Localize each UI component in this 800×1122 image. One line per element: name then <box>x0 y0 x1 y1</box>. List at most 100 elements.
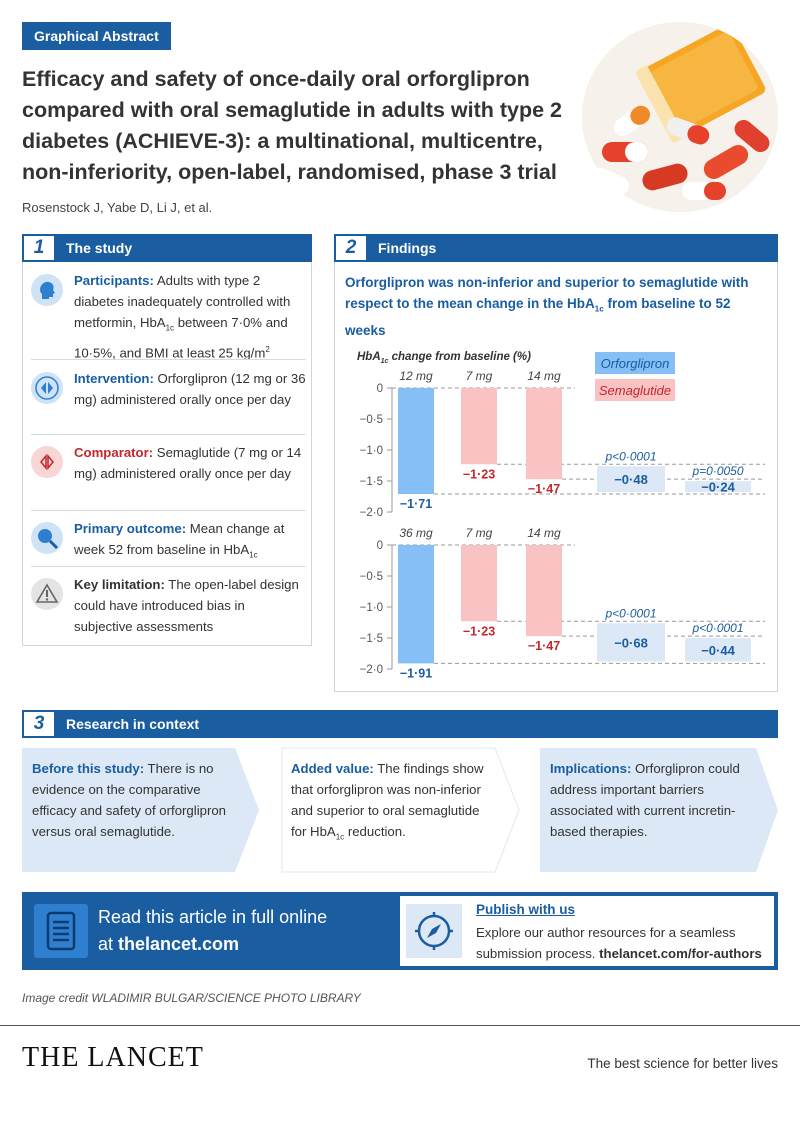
section-number: 3 <box>22 710 56 738</box>
read-online-text[interactable]: Read this article in full online at thel… <box>98 904 327 958</box>
difference-box <box>685 638 751 662</box>
findings-headline: Orforglipron was non-inferior and superi… <box>345 272 765 341</box>
capsule-blue-icon <box>31 372 63 404</box>
divider <box>31 566 306 567</box>
before-label: Before this study: <box>32 761 145 776</box>
pills-photo <box>582 22 778 212</box>
bar-value-label: −1·23 <box>463 467 495 481</box>
capsule-red-icon <box>31 446 63 478</box>
bar-category-label: 7 mg <box>466 526 493 540</box>
difference-value-label: −0·24 <box>701 480 735 495</box>
added-text-2: reduction. <box>344 824 406 839</box>
implications-box: Implications: Orforglipron could address… <box>550 758 758 842</box>
added-text: The findings show that orforglipron was … <box>291 761 484 839</box>
bar-category-label: 7 mg <box>466 369 493 383</box>
bar-value-label: −1·47 <box>528 482 560 496</box>
bar-category-label: 14 mg <box>527 526 561 540</box>
y-tick-label: −0·5 <box>360 414 383 426</box>
y-tick-label: −2·0 <box>360 507 383 519</box>
read-link[interactable]: thelancet.com <box>118 934 240 954</box>
section-study-header: 1 The study <box>22 234 312 262</box>
y-tick-label: 0 <box>377 383 383 395</box>
legend-swatch-orforglipron <box>595 352 675 374</box>
publish-link[interactable]: Publish with us <box>476 902 576 917</box>
document-icon <box>34 904 88 958</box>
findings-headline-text-2: from baseline to 52 weeks <box>345 296 731 338</box>
impl-label: Implications: <box>550 761 632 776</box>
read-prefix: at <box>98 934 119 954</box>
divider <box>31 510 306 511</box>
section-number: 1 <box>22 234 56 262</box>
outcome-sub: 1c <box>249 550 258 560</box>
y-tick-label: 0 <box>377 540 383 552</box>
tagline: The best science for better lives <box>587 1056 778 1071</box>
bar-value-label: −1·47 <box>528 639 560 653</box>
comparator-label: Comparator: <box>74 445 154 460</box>
context-arrows <box>22 747 778 873</box>
image-credit: Image credit WLADIMIR BULGAR/SCIENCE PHO… <box>22 991 361 1005</box>
participants-text-2: between 7·0% and 10·5%, and BMI at least… <box>74 315 288 361</box>
head-profile-icon <box>31 274 63 306</box>
compass-icon <box>406 904 462 958</box>
y-tick-label: −2·0 <box>360 664 383 676</box>
y-tick-label: −0·5 <box>360 571 383 583</box>
section-context-header: 3 Research in context <box>22 710 778 738</box>
difference-box <box>597 623 665 662</box>
added-label: Added value: <box>291 761 374 776</box>
bar-category-label: 36 mg <box>399 526 433 540</box>
section-label: The study <box>66 240 133 256</box>
intervention-text: Orforglipron (12 mg or 36 mg) administer… <box>74 371 306 407</box>
section-label: Findings <box>378 240 437 256</box>
footer-rule <box>0 1025 800 1026</box>
y-axis-title: HbA1c change from baseline (%) <box>357 351 531 365</box>
p-value-label: p<0·0001 <box>691 621 743 635</box>
difference-value-label: −0·48 <box>614 472 648 487</box>
participants-label: Participants: <box>74 273 154 288</box>
y-tick-label: −1·5 <box>360 633 383 645</box>
difference-value-label: −0·44 <box>701 643 735 658</box>
y-tick-label: −1·0 <box>360 445 383 457</box>
participants-text: Adults with type 2 diabetes inadequately… <box>74 273 291 330</box>
comparator-text: Semaglutide (7 mg or 14 mg) administered… <box>74 445 302 481</box>
footer-bar: Read this article in full online at thel… <box>22 892 778 970</box>
bar-value-label: −1·91 <box>400 666 432 680</box>
bar-category-label: 12 mg <box>399 369 433 383</box>
participants-sup: 2 <box>265 344 270 354</box>
legend-swatch-semaglutide <box>595 379 675 401</box>
hba1c-chart: HbA1c change from baseline (%) Orforglipr… <box>357 351 765 680</box>
limitation-text: The open-label design could have introdu… <box>74 577 299 634</box>
findings-headline-sub: 1c <box>594 304 604 314</box>
read-line-1: Read this article in full online <box>98 907 328 927</box>
before-text: There is no evidence on the comparative … <box>32 761 227 839</box>
bar-semaglutide <box>461 388 497 465</box>
p-value-label: p<0·0001 <box>604 606 656 620</box>
difference-box <box>685 481 751 493</box>
bar-category-label: 14 mg <box>527 369 561 383</box>
bar-orforglipron <box>398 388 434 495</box>
legend-label-semaglutide: Semaglutide <box>599 383 671 398</box>
section-findings-header: 2 Findings <box>334 234 778 262</box>
y-tick-label: −1·5 <box>360 476 383 488</box>
limitation-label: Key limitation: <box>74 577 165 592</box>
publish-text: Explore our author resources for a seaml… <box>476 922 772 964</box>
findings-panel: Orforglipron was non-inferior and superi… <box>334 262 778 692</box>
p-value-label: p<0·0001 <box>604 449 656 463</box>
outcome-label: Primary outcome: <box>74 521 187 536</box>
difference-value-label: −0·68 <box>614 635 648 650</box>
participants-sub: 1c <box>165 323 175 333</box>
y-tick-label: −1·0 <box>360 602 383 614</box>
article-title: Efficacy and safety of once-daily oral o… <box>22 67 562 184</box>
bar-semaglutide <box>526 388 562 480</box>
intervention-label: Intervention: <box>74 371 154 386</box>
added-sub: 1c <box>335 832 345 842</box>
bar-value-label: −1·23 <box>463 624 495 638</box>
impl-text: Orforglipron could address important bar… <box>550 761 740 839</box>
magnifier-icon <box>31 522 63 554</box>
authors-link[interactable]: thelancet.com/for-authors <box>599 946 762 961</box>
divider <box>31 434 306 435</box>
difference-box <box>597 466 665 493</box>
bar-orforglipron <box>398 545 434 664</box>
findings-headline-text: Orforglipron was non-inferior and superi… <box>345 275 749 311</box>
section-number: 2 <box>334 234 368 262</box>
authors: Rosenstock J, Yabe D, Li J, et al. <box>22 200 213 215</box>
